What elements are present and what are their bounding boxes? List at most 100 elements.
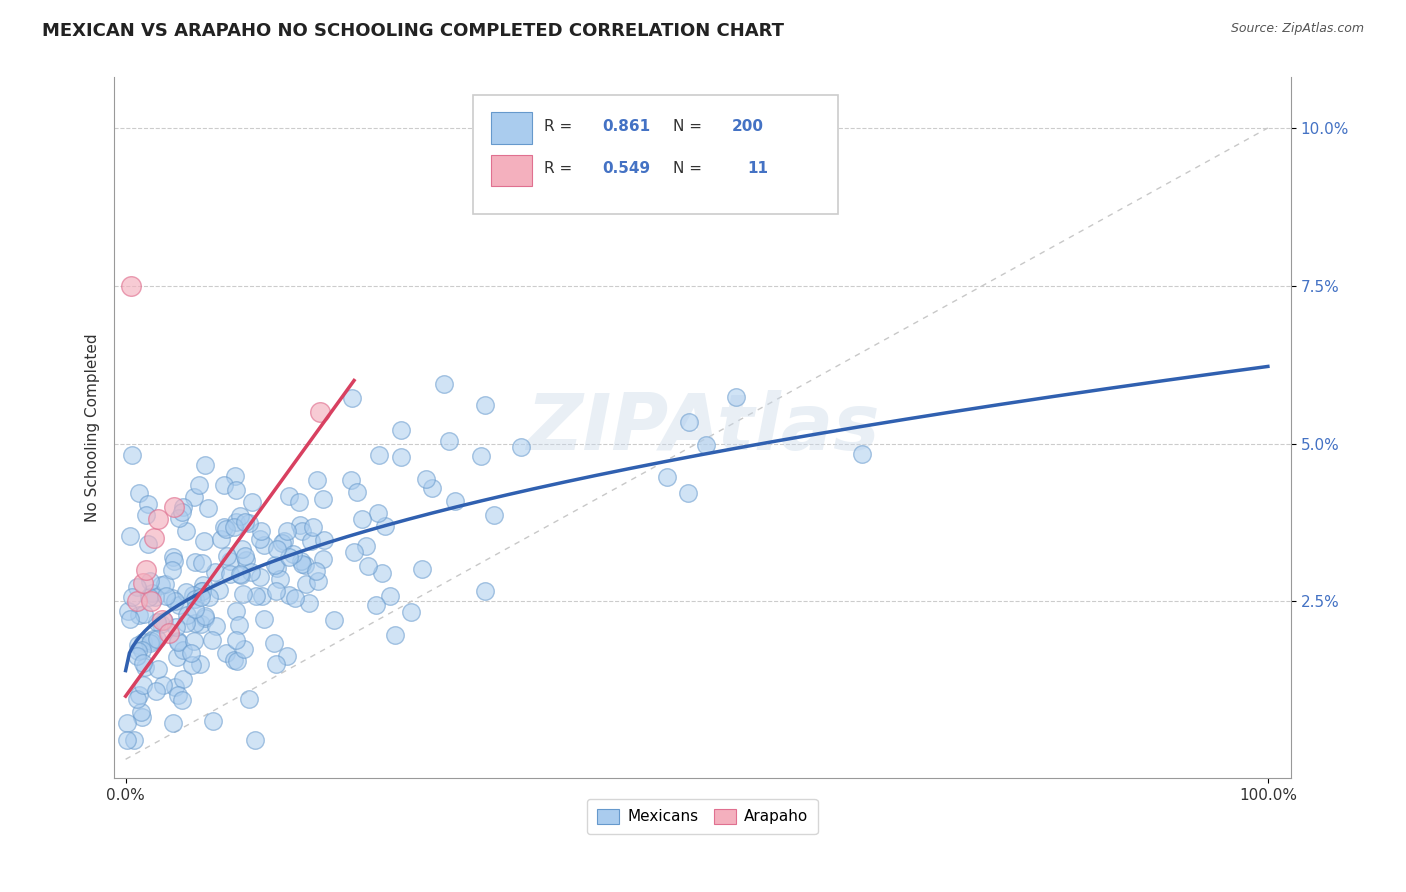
Point [146, 662, 169, 676]
Point [193, 533, 215, 548]
Point [470, 449, 492, 463]
Point [125, 649, 148, 664]
Point [163, 554, 186, 568]
Point [305, 473, 328, 487]
Point [194, 611, 217, 625]
Point [115, 715, 138, 730]
Point [238, 692, 260, 706]
Point [202, 714, 225, 729]
Point [184, 602, 207, 616]
Point [127, 692, 149, 706]
Point [198, 590, 221, 604]
Point [190, 617, 212, 632]
Point [204, 566, 226, 580]
Point [308, 405, 330, 419]
Point [172, 643, 194, 657]
Point [162, 550, 184, 565]
Point [695, 438, 717, 452]
Point [162, 500, 184, 514]
Point [122, 733, 145, 747]
Point [162, 716, 184, 731]
Point [249, 569, 271, 583]
Point [252, 589, 274, 603]
Point [166, 650, 188, 665]
Point [233, 516, 256, 530]
Point [851, 447, 873, 461]
Point [340, 473, 363, 487]
Point [415, 472, 437, 486]
Point [194, 609, 217, 624]
Point [277, 489, 299, 503]
Point [138, 591, 160, 605]
Point [174, 524, 197, 539]
Point [155, 589, 177, 603]
Point [298, 596, 321, 610]
Point [214, 478, 236, 492]
Point [128, 607, 150, 622]
Point [172, 672, 194, 686]
Point [215, 522, 238, 536]
Point [374, 519, 396, 533]
Point [128, 688, 150, 702]
Point [474, 584, 496, 599]
Point [174, 584, 197, 599]
Point [167, 598, 190, 612]
Point [183, 634, 205, 648]
Point [127, 643, 149, 657]
Point [120, 612, 142, 626]
Point [136, 537, 159, 551]
Point [264, 584, 287, 599]
Point [278, 588, 301, 602]
Point [233, 642, 256, 657]
Point [240, 494, 263, 508]
Point [194, 458, 217, 473]
Point [276, 524, 298, 538]
Point [142, 632, 165, 647]
FancyBboxPatch shape [472, 95, 838, 214]
Text: ZIPAtlas: ZIPAtlas [526, 390, 879, 466]
Point [143, 531, 166, 545]
Point [224, 469, 246, 483]
Point [678, 486, 700, 500]
Point [208, 582, 231, 597]
Point [384, 628, 406, 642]
Point [170, 505, 193, 519]
Point [250, 524, 273, 538]
Point [146, 512, 169, 526]
Text: R =: R = [544, 161, 576, 176]
Point [132, 635, 155, 649]
Point [188, 657, 211, 672]
Point [118, 529, 141, 543]
Point [176, 607, 198, 622]
Point [366, 599, 388, 613]
Point [131, 643, 153, 657]
Point [191, 556, 214, 570]
Point [249, 532, 271, 546]
Point [165, 680, 187, 694]
Point [172, 693, 194, 707]
Point [172, 500, 194, 515]
Point [266, 561, 288, 575]
Point [134, 660, 156, 674]
Point [276, 648, 298, 663]
Text: 0.549: 0.549 [602, 161, 651, 176]
Point [225, 515, 247, 529]
Point [132, 657, 155, 671]
Point [235, 549, 257, 563]
Point [215, 646, 238, 660]
Point [191, 584, 214, 599]
Point [269, 572, 291, 586]
Point [117, 604, 139, 618]
Point [724, 391, 747, 405]
Point [183, 490, 205, 504]
Point [145, 684, 167, 698]
Point [288, 495, 311, 509]
Point [131, 709, 153, 723]
Point [411, 562, 433, 576]
Point [141, 633, 163, 648]
Point [312, 491, 335, 506]
Point [125, 580, 148, 594]
Point [218, 566, 240, 581]
Point [264, 657, 287, 671]
Point [167, 634, 190, 648]
